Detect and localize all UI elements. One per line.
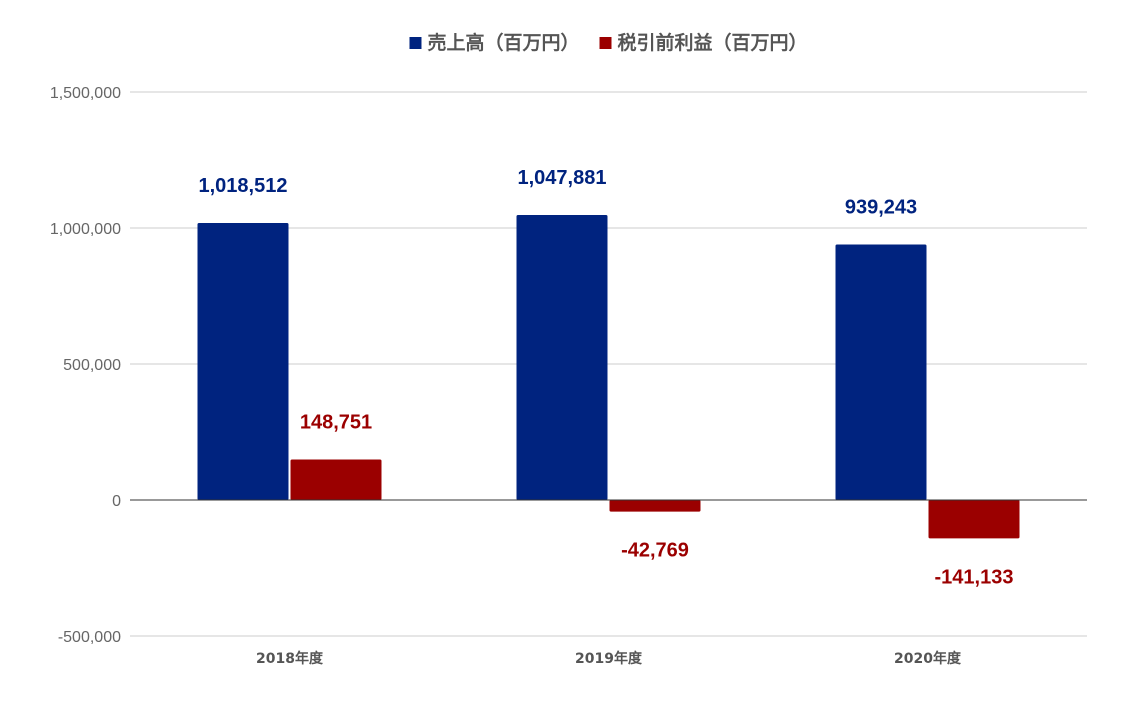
y-tick-label: -500,000 — [58, 629, 121, 646]
legend-swatch — [599, 37, 612, 49]
legend-label: 売上高（百万円） — [427, 31, 579, 54]
bars — [197, 214, 1020, 539]
gridlines — [130, 91, 1087, 637]
revenue-value-label: 1,047,881 — [518, 167, 607, 189]
data-labels: 1,018,512 148,751 1,047,881 -42,769 939,243 -… — [199, 167, 1014, 588]
pretax-bar — [928, 500, 1020, 539]
y-tick-label: 0 — [112, 493, 121, 510]
pretax-bar — [609, 500, 701, 512]
legend-swatch — [409, 37, 422, 49]
legend-item: 売上高（百万円） — [409, 31, 580, 54]
y-tick-label: 1,000,000 — [50, 221, 121, 238]
revenue-bar — [197, 222, 289, 501]
x-tick-label: 2020年度 — [894, 650, 962, 667]
y-axis-ticks: -500,000 0 500,000 1,000,000 1,500,000 — [50, 85, 121, 646]
x-axis-ticks: 2018年度 2019年度 2020年度 — [256, 650, 962, 667]
legend-label: 税引前利益（百万円） — [618, 31, 808, 54]
revenue-bar — [835, 244, 927, 500]
legend: 売上高（百万円） 税引前利益（百万円） — [409, 31, 808, 54]
y-tick-label: 1,500,000 — [50, 85, 121, 102]
y-tick-label: 500,000 — [63, 357, 121, 374]
pretax-value-label: 148,751 — [300, 412, 372, 434]
pretax-value-label: -141,133 — [935, 566, 1014, 588]
x-tick-label: 2019年度 — [575, 650, 643, 667]
legend-item: 税引前利益（百万円） — [599, 31, 808, 54]
x-tick-label: 2018年度 — [256, 650, 324, 667]
revenue-value-label: 1,018,512 — [199, 175, 288, 197]
revenue-bar — [516, 214, 608, 500]
pretax-bar — [290, 459, 382, 500]
revenue-value-label: 939,243 — [845, 197, 917, 219]
pretax-value-label: -42,769 — [621, 540, 689, 562]
